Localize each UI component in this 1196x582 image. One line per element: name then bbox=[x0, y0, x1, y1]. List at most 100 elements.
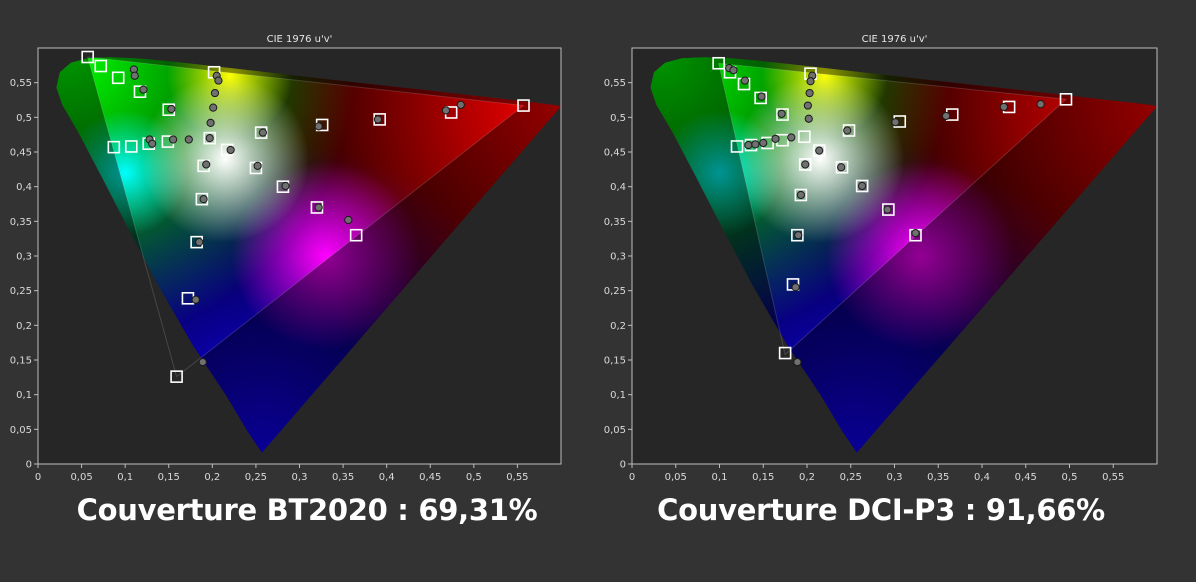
target-marker bbox=[712, 56, 725, 70]
measured-marker bbox=[344, 215, 353, 225]
x-tick-label: 0,15 bbox=[158, 472, 180, 483]
x-tick-label: 0,35 bbox=[332, 472, 354, 483]
measured-marker bbox=[891, 118, 900, 127]
measured-marker bbox=[195, 238, 204, 247]
measured-marker bbox=[751, 140, 760, 149]
measured-marker bbox=[757, 92, 766, 101]
gamut-triangle bbox=[717, 62, 1068, 356]
x-tick-label: 0,15 bbox=[752, 472, 774, 483]
x-tick-label: 0,1 bbox=[117, 472, 133, 483]
measured-marker bbox=[793, 357, 802, 367]
measured-marker bbox=[858, 181, 867, 191]
target-marker bbox=[94, 59, 108, 73]
target-marker bbox=[517, 99, 530, 112]
measured-marker bbox=[205, 134, 214, 143]
y-tick-label: 0,3 bbox=[16, 252, 32, 263]
target-marker bbox=[794, 188, 808, 202]
measured-marker bbox=[796, 190, 805, 200]
y-tick-label: 0,15 bbox=[10, 356, 32, 367]
measured-marker bbox=[373, 115, 383, 124]
svg-text:CIE 1976 u'v': CIE 1976 u'v' bbox=[267, 34, 333, 45]
measured-marker bbox=[314, 122, 323, 131]
measured-marker bbox=[139, 85, 148, 94]
measured-marker bbox=[801, 160, 810, 169]
measured-marker bbox=[744, 140, 753, 150]
y-tick-label: 0,45 bbox=[604, 148, 626, 159]
target-marker bbox=[203, 131, 217, 145]
bt2020-coverage-caption: Couverture BT2020 : 69,31% bbox=[76, 493, 538, 527]
measured-marker bbox=[281, 181, 290, 191]
y-tick-label: 0,05 bbox=[604, 425, 626, 436]
measured-marker bbox=[210, 88, 220, 98]
x-tick-label: 0,1 bbox=[712, 472, 728, 483]
target-marker bbox=[349, 228, 363, 242]
measured-marker bbox=[199, 195, 208, 204]
y-tick-label: 0,3 bbox=[610, 252, 626, 263]
y-tick-label: 0,55 bbox=[604, 78, 626, 89]
y-tick-label: 0,1 bbox=[610, 390, 626, 401]
target-marker bbox=[798, 130, 811, 144]
target-marker bbox=[754, 91, 767, 105]
measured-marker bbox=[202, 160, 211, 169]
measured-marker bbox=[191, 295, 200, 304]
measured-marker bbox=[804, 114, 813, 123]
x-tick-label: 0,3 bbox=[292, 472, 308, 483]
measured-marker bbox=[803, 101, 812, 110]
target-marker bbox=[107, 140, 121, 154]
measured-marker bbox=[167, 104, 176, 114]
measured-marker bbox=[206, 118, 215, 127]
measured-marker bbox=[258, 128, 267, 137]
measured-marker bbox=[198, 357, 207, 367]
y-tick-label: 0,5 bbox=[16, 113, 32, 124]
target-marker bbox=[81, 50, 94, 64]
measured-marker bbox=[209, 103, 218, 112]
x-tick-label: 0,25 bbox=[840, 472, 862, 483]
target-marker bbox=[124, 140, 138, 153]
x-tick-label: 0 bbox=[629, 472, 635, 483]
y-tick-label: 0,45 bbox=[10, 148, 32, 159]
x-tick-label: 0,05 bbox=[665, 472, 687, 483]
x-tick-label: 0,55 bbox=[506, 472, 528, 483]
target-marker bbox=[111, 71, 125, 85]
measured-marker bbox=[805, 88, 814, 98]
target-marker bbox=[730, 140, 744, 153]
x-tick-label: 0 bbox=[35, 472, 41, 483]
target-marker bbox=[170, 370, 183, 383]
x-tick-label: 0,25 bbox=[245, 472, 267, 483]
y-tick-label: 0,2 bbox=[610, 321, 626, 332]
measured-marker bbox=[999, 102, 1008, 112]
measured-marker bbox=[169, 135, 178, 144]
x-tick-label: 0,3 bbox=[887, 472, 903, 483]
target-marker bbox=[812, 144, 826, 157]
target-marker bbox=[791, 228, 804, 242]
target-marker bbox=[882, 203, 895, 216]
measured-marker bbox=[883, 205, 892, 214]
measured-marker bbox=[843, 126, 852, 135]
y-tick-label: 0 bbox=[26, 460, 32, 471]
x-tick-label: 0,35 bbox=[927, 472, 949, 483]
measured-marker bbox=[791, 283, 800, 292]
y-tick-label: 0,15 bbox=[604, 356, 626, 367]
y-tick-label: 0,2 bbox=[16, 321, 32, 332]
y-tick-label: 0,35 bbox=[604, 217, 626, 228]
y-tick-label: 0,35 bbox=[10, 217, 32, 228]
measured-marker bbox=[214, 76, 223, 85]
measured-marker bbox=[837, 163, 846, 172]
y-tick-label: 0,25 bbox=[10, 286, 32, 297]
measured-marker bbox=[226, 145, 235, 155]
y-tick-label: 0,25 bbox=[604, 286, 626, 297]
x-tick-label: 0,4 bbox=[974, 472, 990, 483]
target-marker bbox=[778, 346, 792, 360]
measured-marker bbox=[130, 71, 139, 80]
y-tick-label: 0,05 bbox=[10, 425, 32, 436]
bt2020-panel: CIE 1976 u'v' 0 0,05 0,1 0,15 0,2 0,25 0,3 0,35 0… bbox=[0, 0, 580, 582]
measured-marker bbox=[911, 229, 920, 238]
x-tick-label: 0,05 bbox=[70, 472, 92, 483]
measured-marker bbox=[806, 77, 815, 86]
measured-marker bbox=[759, 138, 768, 148]
measured-marker bbox=[794, 231, 803, 240]
y-tick-label: 0,5 bbox=[610, 113, 626, 124]
measured-marker bbox=[740, 76, 749, 85]
x-tick-label: 0,4 bbox=[379, 472, 395, 483]
measured-marker bbox=[314, 203, 323, 212]
